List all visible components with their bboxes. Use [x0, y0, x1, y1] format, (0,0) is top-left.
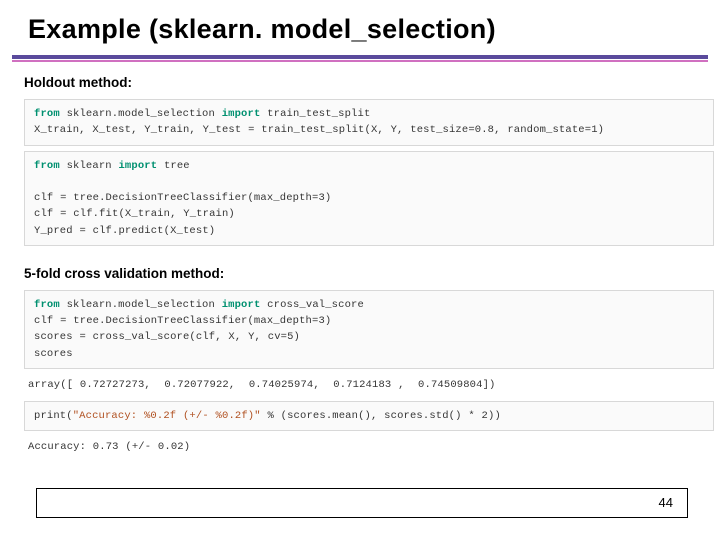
kw-from: from: [34, 160, 60, 172]
code-block-cv: from sklearn.model_selection import cros…: [24, 290, 714, 369]
output-accuracy: Accuracy: 0.73 (+/- 0.02): [24, 436, 714, 458]
holdout-heading: Holdout method:: [0, 63, 720, 96]
code-line: clf = tree.DecisionTreeClassifier(max_de…: [34, 192, 331, 204]
print-call: print: [34, 410, 66, 422]
module-text: sklearn.model_selection: [60, 299, 222, 311]
code-line: scores: [34, 348, 73, 360]
code-rest: % (scores.mean(), scores.std() * 2)): [261, 410, 501, 422]
kw-import: import: [222, 299, 261, 311]
code-block-holdout-import: from sklearn.model_selection import trai…: [24, 99, 714, 146]
title-underline: [12, 55, 708, 63]
kw-import: import: [118, 160, 157, 172]
code-line: clf = tree.DecisionTreeClassifier(max_de…: [34, 315, 331, 327]
string-literal: "Accuracy: %0.2f (+/- %0.2f)": [73, 410, 261, 422]
module-text: sklearn: [60, 160, 119, 172]
slide-title: Example (sklearn. model_selection): [0, 0, 720, 51]
kw-from: from: [34, 108, 60, 120]
code-line: clf = clf.fit(X_train, Y_train): [34, 208, 235, 220]
page-number: 44: [659, 495, 673, 510]
code-line: X_train, X_test, Y_train, Y_test = train…: [34, 124, 604, 136]
footer-box: 44: [36, 488, 688, 518]
code-block-holdout-tree: from sklearn import tree clf = tree.Deci…: [24, 151, 714, 246]
output-array: array([ 0.72727273, 0.72077922, 0.740259…: [24, 374, 714, 396]
module-text: sklearn.model_selection: [60, 108, 222, 120]
import-target: train_test_split: [260, 108, 370, 120]
import-target: tree: [157, 160, 190, 172]
import-target: cross_val_score: [260, 299, 364, 311]
code-line: Y_pred = clf.predict(X_test): [34, 225, 215, 237]
kw-import: import: [222, 108, 261, 120]
code-block-print: print("Accuracy: %0.2f (+/- %0.2f)" % (s…: [24, 401, 714, 431]
cv-heading: 5-fold cross validation method:: [0, 254, 720, 287]
kw-from: from: [34, 299, 60, 311]
code-line: scores = cross_val_score(clf, X, Y, cv=5…: [34, 331, 300, 343]
